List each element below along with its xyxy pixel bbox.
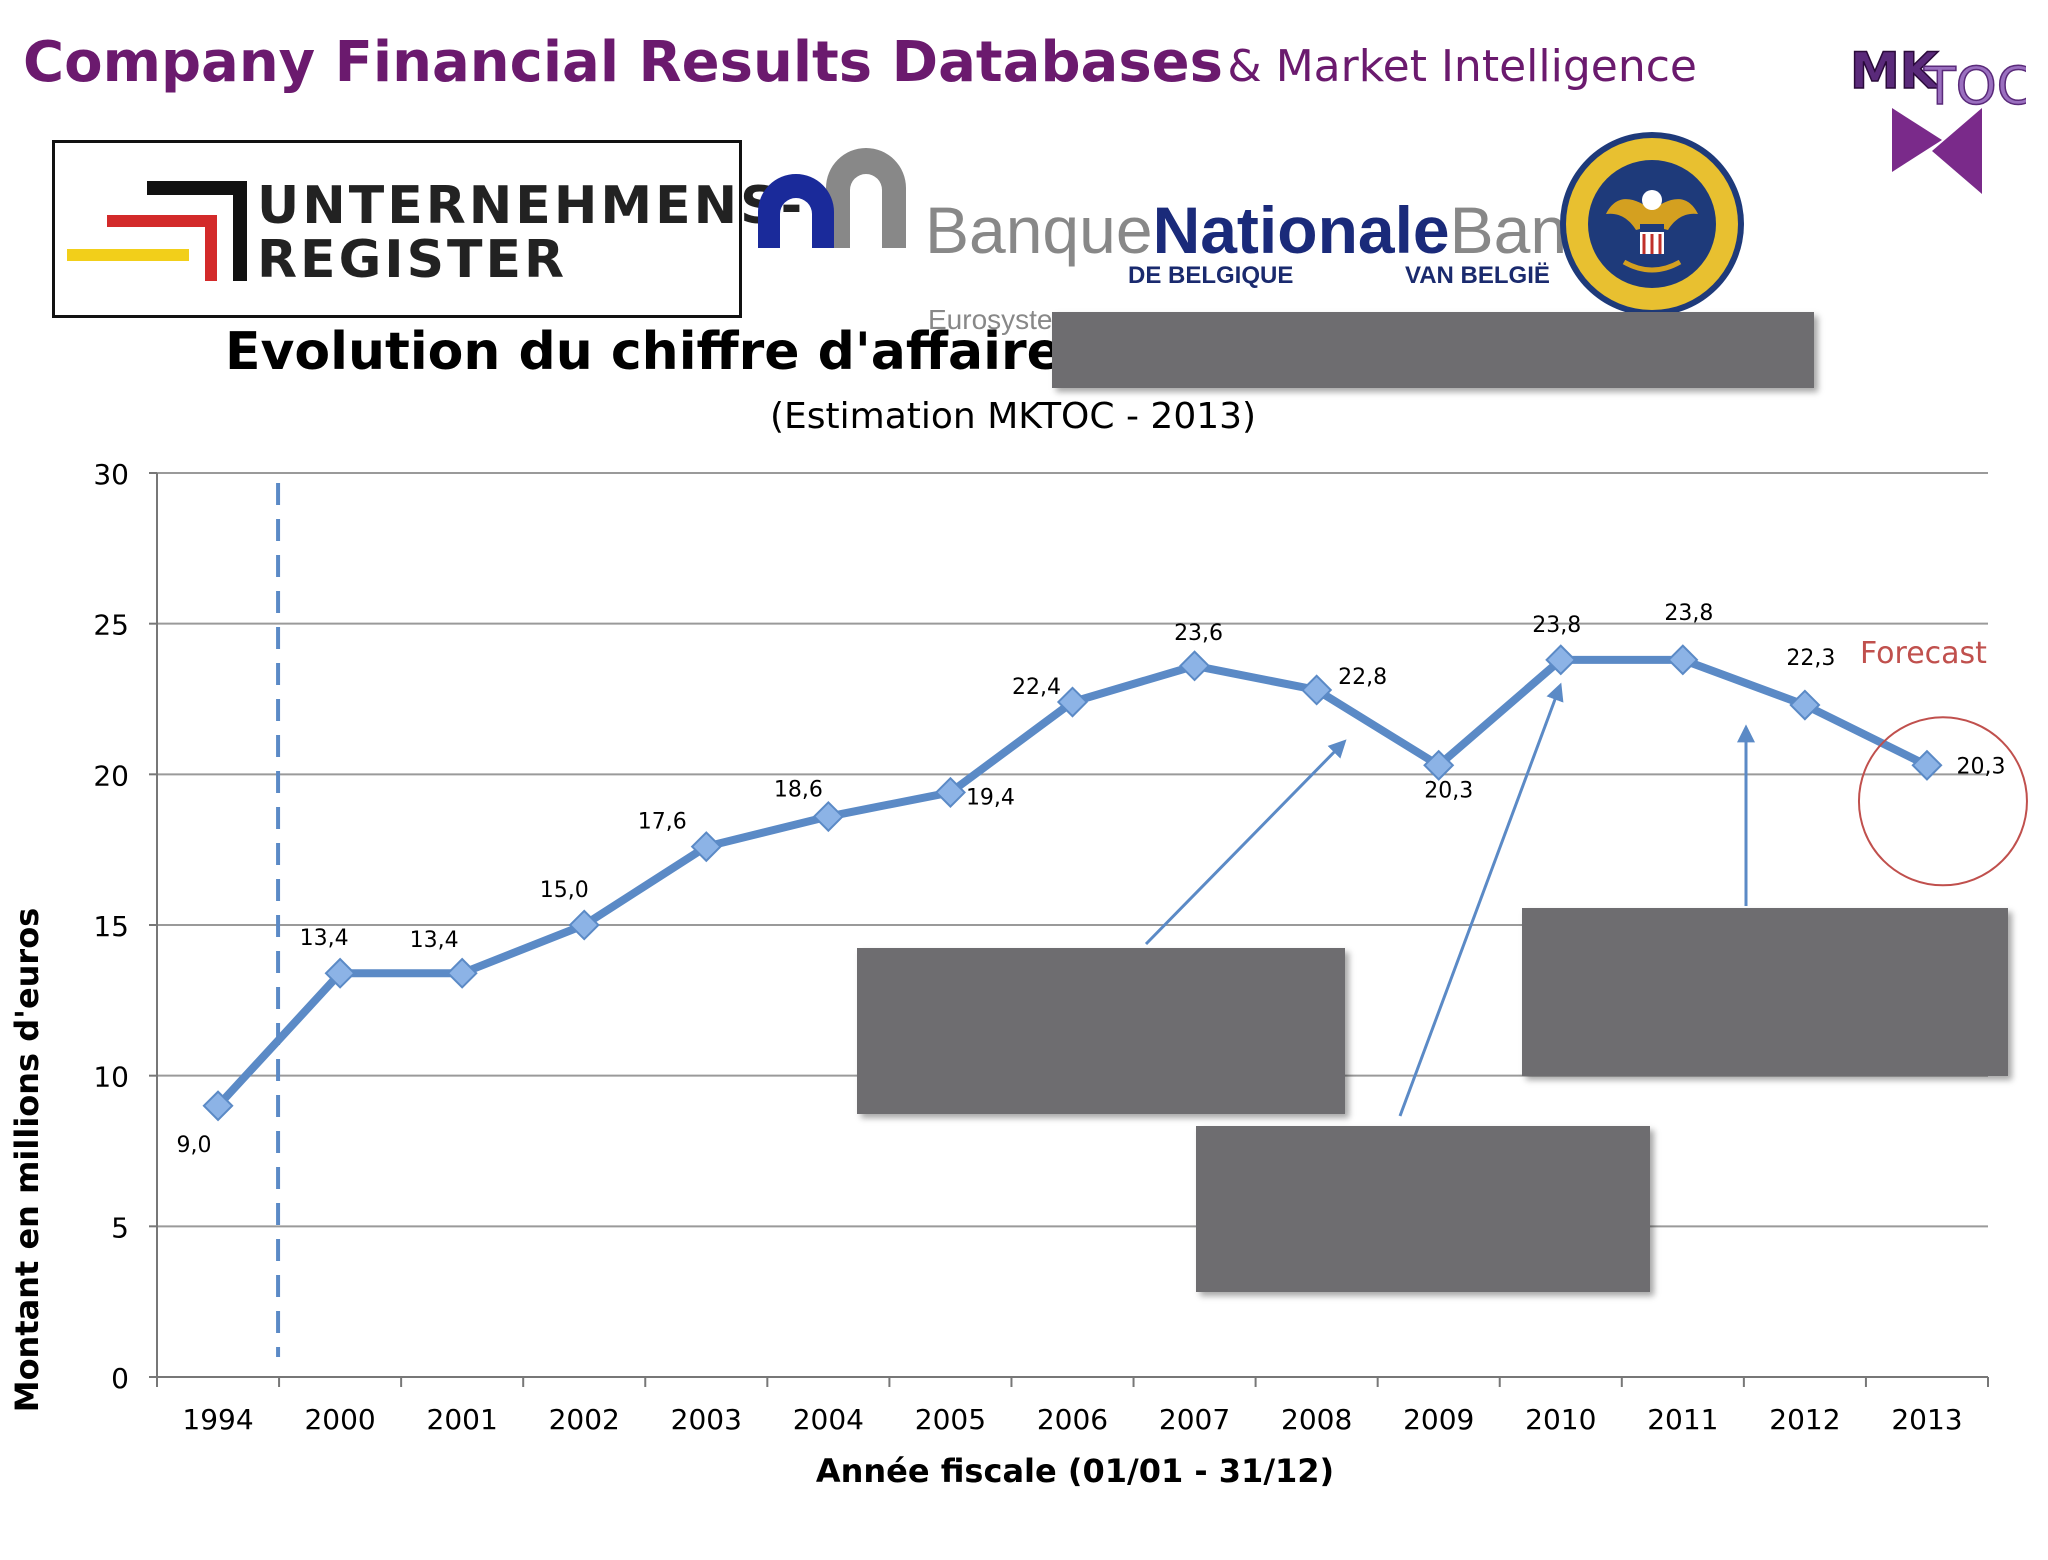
data-label: 18,6	[774, 778, 823, 803]
x-tick-label: 2009	[1403, 1403, 1474, 1436]
y-tick-label: 20	[93, 759, 129, 792]
data-label: 23,8	[1532, 613, 1581, 638]
data-label: 22,3	[1786, 646, 1835, 671]
svg-text:TOC: TOC	[1923, 57, 2026, 117]
unternehmensregister-logo: UNTERNEHMENS- REGISTER	[52, 140, 802, 318]
data-label: 23,8	[1664, 601, 1713, 626]
data-point	[324, 957, 356, 989]
data-point	[568, 909, 600, 941]
bnb-left-subtitle: DE BELGIQUE	[1128, 262, 1294, 289]
x-axis-label: Année fiscale (01/01 - 31/12)	[815, 1452, 1335, 1490]
data-point	[1179, 650, 1211, 682]
y-tick-label: 15	[93, 910, 129, 943]
header-title: Company Financial Results Databases & Ma…	[0, 30, 1720, 95]
x-tick-label: 2004	[793, 1403, 864, 1436]
x-tick-label: 2013	[1891, 1403, 1962, 1436]
data-point	[1667, 644, 1699, 676]
annotation-arrow	[1398, 682, 1564, 1117]
chart-subtitle: (Estimation MKTOC - 2013)	[770, 396, 1257, 437]
x-tick-label: 2012	[1769, 1403, 1840, 1436]
forecast-label: Forecast	[1860, 636, 1987, 671]
header-title-main: Company Financial Results Databases	[23, 30, 1223, 95]
y-tick-label: 25	[93, 609, 129, 642]
data-point	[812, 800, 844, 833]
x-tick-label: 2002	[549, 1403, 620, 1436]
data-label: 20,3	[1424, 778, 1473, 803]
data-label: 9,0	[177, 1133, 212, 1158]
sec-seal-icon	[1558, 130, 1746, 318]
svg-text:MK: MK	[1850, 42, 1941, 100]
data-point	[1545, 644, 1577, 676]
bnb-mark-icon	[756, 140, 916, 252]
y-tick-label: 0	[111, 1362, 129, 1395]
data-label: 22,4	[1012, 675, 1061, 700]
data-point	[1056, 686, 1089, 718]
redaction-box-1	[857, 948, 1345, 1114]
data-label: 22,8	[1338, 665, 1387, 690]
annotation-arrow	[1144, 739, 1347, 946]
bnb-right-subtitle: VAN BELGIË	[1405, 262, 1550, 289]
data-point	[1301, 674, 1333, 706]
data-point	[202, 1090, 234, 1122]
redaction-box-2	[1196, 1126, 1650, 1292]
forecast-circle	[1857, 716, 2028, 887]
data-point	[1789, 689, 1821, 721]
x-tick-label: 2008	[1281, 1403, 1352, 1436]
x-tick-label: 2000	[304, 1403, 375, 1436]
data-point	[1911, 749, 1943, 781]
data-label: 17,6	[638, 810, 687, 835]
unternehmensregister-text: UNTERNEHMENS- REGISTER	[257, 176, 806, 290]
x-tick-label: 2006	[1037, 1403, 1108, 1436]
data-point	[934, 776, 966, 808]
x-tick-label: 2005	[915, 1403, 986, 1436]
data-label: 20,3	[1956, 754, 2005, 779]
redaction-box-3	[1522, 908, 2008, 1076]
data-label: 15,0	[540, 878, 589, 903]
x-tick-label: 2011	[1647, 1403, 1718, 1436]
y-tick-label: 5	[111, 1211, 129, 1244]
data-point	[1423, 749, 1455, 781]
mktoc-logo: MK TOC	[1846, 36, 2034, 206]
header-title-sub: & Market Intelligence	[1227, 41, 1697, 92]
data-label: 23,6	[1174, 621, 1223, 646]
data-point	[446, 957, 478, 989]
x-tick-label: 2003	[671, 1403, 742, 1436]
chart-title: Evolution du chiffre d'affaires	[225, 322, 1093, 382]
eurosystem-label: Eurosyste	[928, 304, 1053, 335]
x-tick-label: 2001	[427, 1403, 498, 1436]
data-label: 19,4	[966, 785, 1015, 810]
y-tick-label: 30	[93, 458, 129, 491]
x-tick-label: 2010	[1525, 1403, 1596, 1436]
data-label: 13,4	[300, 926, 349, 951]
bnb-mid-word: Nationale	[1152, 193, 1450, 267]
y-axis-label: Montant en millions d'euros	[8, 907, 46, 1413]
bnb-left-word: Banque	[925, 193, 1153, 267]
x-tick-label: 2007	[1159, 1403, 1230, 1436]
data-point	[690, 831, 722, 863]
x-tick-label: 1994	[182, 1403, 253, 1436]
data-label: 13,4	[410, 928, 459, 953]
redaction-box-title	[1052, 312, 1814, 388]
y-tick-label: 10	[93, 1061, 129, 1094]
